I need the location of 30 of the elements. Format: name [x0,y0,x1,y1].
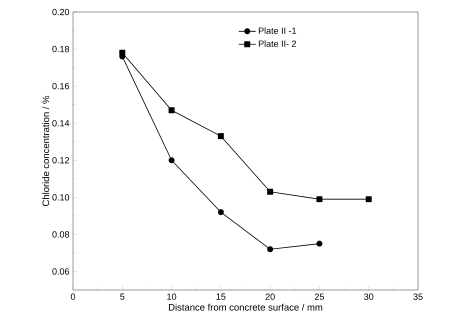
point [366,196,372,202]
point [168,107,175,114]
point [316,196,322,202]
point [218,133,224,140]
x-tick-label: 15 [216,294,226,300]
y-tick-label: 0.18 [52,46,70,52]
point [267,188,274,195]
x-axis-title: Distance from concrete surface / mm [168,304,322,311]
y-axis-title: Chloride concentration / % [42,96,50,206]
x-tick-label: 25 [314,294,324,300]
y-tick-label: 0.08 [52,231,70,238]
point [218,209,224,216]
x-tick-label: 30 [364,294,374,300]
point [316,240,322,247]
x-tick-label: 20 [266,294,275,300]
y-tick-label: 0.16 [52,82,70,90]
x-tick-label: 0 [70,294,76,300]
x-tick-label: 5 [120,294,124,300]
y-tick-label: 0.12 [52,157,70,164]
y-tick-label: 0.20 [52,8,70,16]
y-tick-label: 0.14 [52,120,70,126]
point [119,50,126,56]
point [267,246,274,252]
y-tick-label: 0.10 [52,194,70,201]
x-tick-label: 10 [167,294,176,300]
legend-label: Plate II- 2 [258,40,296,47]
y-tick-label: 0.06 [52,268,70,275]
legend-label: Plate II -1 [258,27,296,34]
x-tick-label: 35 [413,294,423,300]
point [168,157,175,164]
